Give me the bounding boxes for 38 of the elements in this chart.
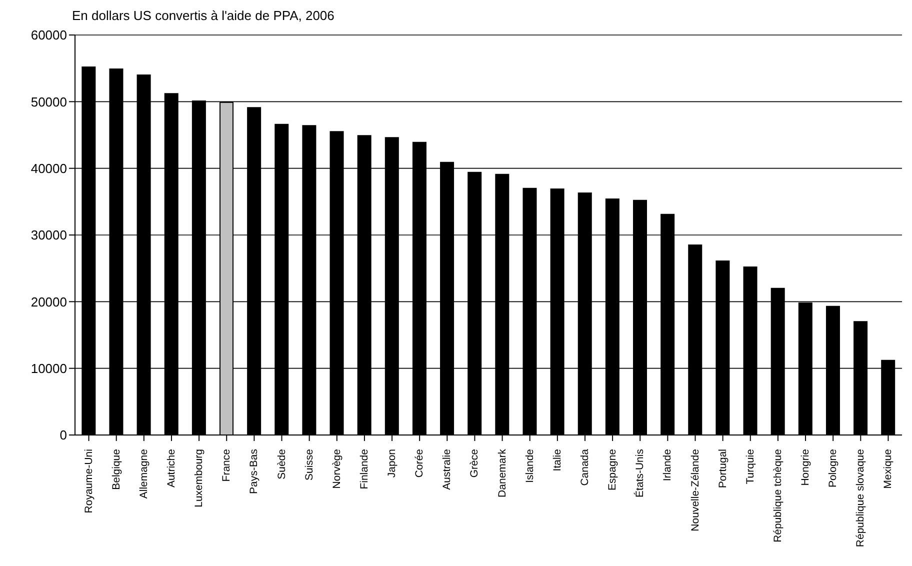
y-tick-label: 0 [60,428,67,443]
x-tick-label: Luxembourg [193,448,206,508]
x-tick-label: Irlande [662,448,674,482]
x-tick-label: Australie [441,448,454,490]
y-tick-label: 40000 [30,160,67,176]
x-tick-label: Espagne [606,448,619,490]
x-tick-label: Hongrie [800,448,812,486]
x-tick-label: Suisse [303,448,316,481]
x-tick-label: Portugal [716,449,729,488]
x-tick-label: Mexique [882,448,894,489]
x-tick-label: Italie [551,448,564,472]
x-tick-label: Belgique [110,448,122,490]
x-tick-label: France [220,448,233,482]
x-tick-label: Norvège [330,448,343,489]
y-tick-label: 50000 [30,94,67,110]
x-tick-label: Islande [524,448,536,483]
x-tick-label: Allemagne [138,448,150,499]
x-tick-label: Japon [386,448,398,478]
x-tick-label: Royaume-Uni [82,449,95,514]
x-tick-label: Autriche [165,448,178,488]
x-tick-label: États-Unis [633,449,646,498]
x-tick-label: Canada [578,448,591,486]
y-tick-label: 30000 [30,228,67,243]
x-tick-label: Turquie [744,448,756,484]
x-tick-label: République slovaque [854,448,867,548]
x-tick-label: Finlande [358,448,370,490]
x-tick-label: Pays-Bas [248,449,260,494]
x-tick-label: Pologne [827,448,840,488]
y-tick-label: 10000 [30,360,67,376]
chart-title: En dollars US convertis à l'aide de PPA, 2006 [72,8,334,23]
y-tick-label: 20000 [30,294,67,310]
x-tick-label: République tchèque [772,448,784,542]
x-tick-label: Danemark [496,448,508,498]
x-tick-label: Suède [276,448,288,480]
x-tick-label: Grèce [468,448,481,478]
y-tick-label: 60000 [30,28,67,43]
x-tick-label: Nouvelle-Zélande [689,448,702,532]
x-tick-label: Corée [414,448,426,478]
